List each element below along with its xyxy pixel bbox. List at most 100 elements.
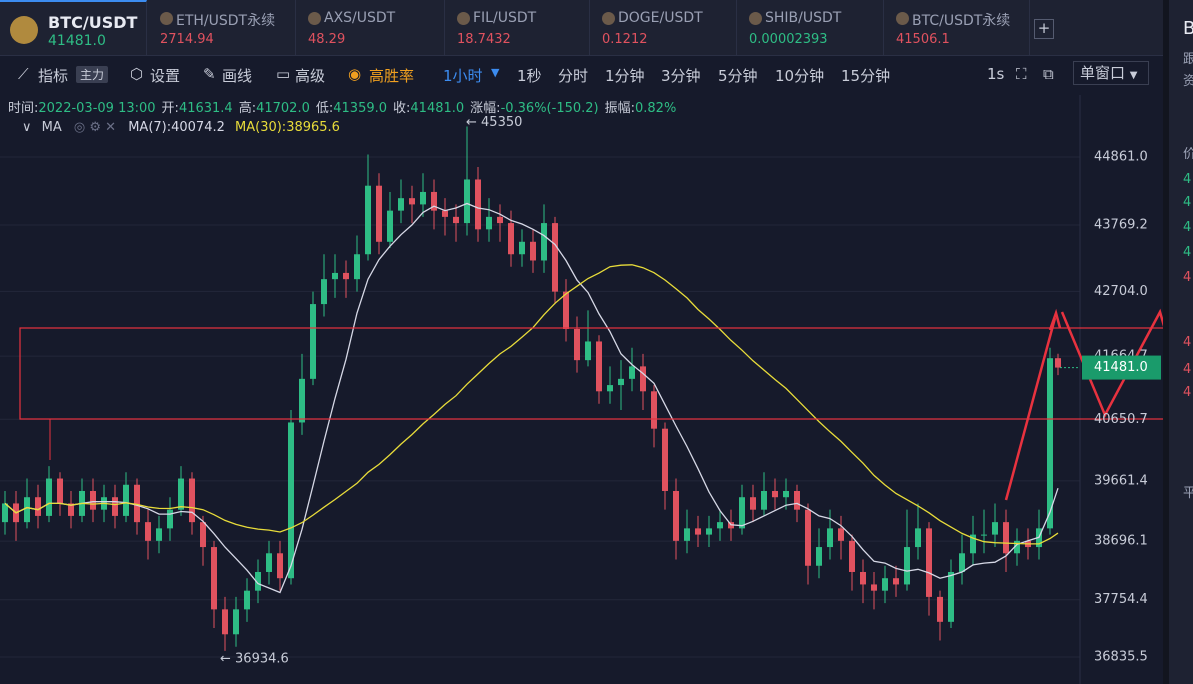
refresh-rate[interactable]: 1s [987, 65, 1005, 83]
side-text: 4 [1183, 220, 1192, 235]
candle-body [816, 547, 822, 566]
settings-button[interactable]: 设置 [150, 67, 181, 85]
candle-body [662, 428, 668, 491]
collapse-icon[interactable]: ∨ [22, 120, 32, 135]
icon: ✎ [203, 65, 216, 83]
candle-body [255, 571, 261, 591]
candle-body [772, 490, 778, 498]
candle-body [783, 490, 789, 498]
candle-body [959, 553, 965, 572]
tab[interactable]: ETH/USDT永续 2714.94 [148, 0, 296, 55]
ma-icons[interactable]: ◎ ⚙ ✕ [73, 120, 117, 135]
tab[interactable]: AXS/USDT 48.29 [296, 0, 445, 55]
candle-body [68, 503, 74, 516]
candle-body [904, 547, 910, 585]
candle-body [310, 304, 316, 379]
candle-body [970, 534, 976, 554]
interval-button[interactable]: 5分钟 [718, 67, 758, 85]
side-text: 4 [1183, 172, 1192, 187]
info-label: 低: [315, 101, 334, 116]
fullscreen-icon[interactable]: ⛶ [1016, 65, 1027, 83]
side-text: 4 [1183, 245, 1192, 260]
info-label: 高: [238, 101, 257, 116]
info-value: 41702.0 [256, 101, 310, 116]
candle-body [563, 291, 569, 330]
candle-body [618, 378, 624, 386]
candle-body [607, 385, 613, 392]
interval-button[interactable]: 3分钟 [661, 67, 701, 85]
tab[interactable]: BTC/USDT永续 41506.1 [884, 0, 1030, 55]
ma-legend: ∨ MA ◎ ⚙ ✕ MA(7):40074.2 MA(30):38965.6 [22, 120, 340, 135]
side-text: 跟 [1183, 48, 1193, 67]
info-label: 时间: [8, 101, 39, 116]
candle-body [365, 185, 371, 255]
window-select[interactable]: 单窗口 ▼ [1073, 61, 1149, 85]
last-price-label: 41481.0 [1094, 360, 1148, 375]
candle-body [827, 528, 833, 548]
candle-body [1055, 358, 1061, 368]
interval-button[interactable]: 1秒 [517, 67, 542, 85]
tab[interactable]: SHIB/USDT 0.00002393 [737, 0, 884, 55]
candle-body [233, 609, 239, 635]
candle-body [882, 578, 888, 591]
y-tick-label: 38696.1 [1094, 534, 1148, 549]
candle-body [244, 590, 250, 610]
dropdown-caret: ▼ [1129, 70, 1138, 81]
tab-price: 0.1212 [602, 32, 648, 47]
candle-body [442, 210, 448, 217]
info-value: 2022-03-09 13:00 [38, 101, 156, 116]
y-tick-label: 40650.7 [1094, 412, 1148, 427]
candle-body [321, 279, 327, 305]
indicator-button[interactable]: 指标 [38, 67, 69, 85]
candle-body [695, 528, 701, 535]
icon: ▭ [276, 65, 291, 83]
candle-body [222, 609, 228, 635]
window-label: 单窗口 [1080, 64, 1126, 82]
side-text: 4 [1183, 270, 1192, 285]
candle-body [585, 341, 591, 361]
candle-body [332, 272, 338, 280]
candle-body [343, 272, 349, 280]
interval-button[interactable]: 1分钟 [605, 67, 645, 85]
candle-body [24, 497, 30, 523]
interval-button[interactable]: 10分钟 [775, 67, 825, 85]
candle-body [420, 191, 426, 205]
annotation: ← 45350 [466, 115, 522, 130]
candle-body [112, 497, 118, 516]
tab-icon [10, 16, 38, 44]
interval-button[interactable]: 分时 [558, 67, 589, 85]
interval-button[interactable]: 15分钟 [841, 67, 891, 85]
candle-body [277, 553, 283, 579]
y-tick-label: 42704.0 [1094, 284, 1148, 299]
draw-button[interactable]: 画线 [222, 67, 253, 85]
tab-icon [160, 12, 173, 25]
ma30-value: MA(30):38965.6 [235, 120, 340, 135]
candle-body [739, 497, 745, 529]
tab[interactable]: DOGE/USDT 0.1212 [590, 0, 737, 55]
popout-icon[interactable]: ⧉ [1043, 65, 1054, 83]
advanced-button[interactable]: 高级 [295, 67, 326, 85]
info-value: 41359.0 [333, 101, 388, 116]
candle-body [211, 547, 217, 610]
tab[interactable]: FIL/USDT 18.7432 [445, 0, 590, 55]
interval-select[interactable]: 1小时 [443, 67, 483, 85]
candle-body [398, 198, 404, 211]
candle-body [519, 241, 525, 255]
candle-body [1014, 540, 1020, 554]
win-rate-button[interactable]: 高胜率 [369, 67, 415, 85]
tab[interactable]: BTC/USDT 41481.0 [0, 0, 147, 55]
candle-body [717, 522, 723, 529]
candle-body [937, 596, 943, 622]
tab-price: 2714.94 [160, 32, 214, 47]
side-text: 4 [1183, 195, 1192, 210]
candle-body [992, 522, 998, 535]
add-tab[interactable]: + [1034, 19, 1054, 39]
candle-body [596, 341, 602, 392]
candle-body [629, 366, 635, 379]
candle-body [926, 528, 932, 597]
candle-body [123, 484, 129, 516]
side-text: 4 [1183, 362, 1192, 377]
candle-body [893, 578, 899, 585]
side-text: 平 [1183, 482, 1193, 501]
